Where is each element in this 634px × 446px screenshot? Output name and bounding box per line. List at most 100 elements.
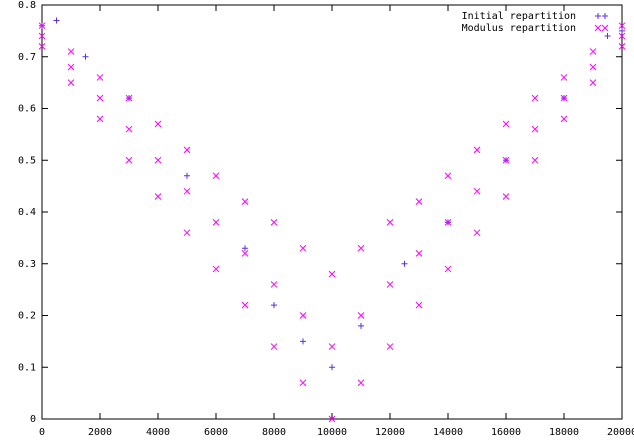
x-tick-label: 20000	[607, 427, 634, 438]
point	[183, 229, 191, 237]
point	[299, 312, 307, 319]
point	[618, 43, 626, 50]
point	[328, 415, 336, 423]
point	[53, 17, 60, 24]
point	[589, 63, 597, 71]
point	[415, 301, 423, 309]
x-tick-label: 4000	[146, 427, 170, 438]
point	[183, 146, 191, 154]
point	[270, 218, 278, 226]
point	[96, 94, 104, 102]
point	[154, 156, 162, 164]
point	[357, 312, 365, 319]
legend-marker	[594, 24, 602, 32]
point	[604, 33, 611, 40]
point	[82, 53, 89, 60]
y-tick-label: 0.4	[18, 207, 36, 218]
x-tick-label: 16000	[491, 427, 521, 438]
x-tick-label: 12000	[375, 427, 405, 438]
point	[241, 250, 249, 257]
point	[67, 63, 75, 71]
point	[415, 250, 423, 257]
x-tick-label: 0	[39, 427, 45, 438]
y-tick-label: 0	[30, 414, 36, 425]
point	[358, 322, 364, 329]
point	[96, 115, 104, 123]
point	[125, 94, 133, 102]
point	[329, 364, 335, 371]
point	[619, 27, 625, 34]
point	[241, 301, 249, 309]
legend-label: Initial repartition	[462, 11, 576, 22]
point	[357, 244, 365, 252]
x-tick-label: 18000	[549, 427, 579, 438]
point	[96, 74, 104, 81]
point	[270, 343, 278, 350]
point	[618, 32, 626, 40]
point	[589, 48, 597, 55]
point	[183, 187, 191, 195]
point	[444, 218, 452, 226]
y-tick-label: 0.8	[18, 0, 36, 11]
legend-marker	[595, 13, 601, 19]
point	[125, 156, 133, 164]
point	[473, 229, 481, 237]
point	[415, 198, 423, 206]
point	[299, 244, 307, 252]
y-tick-label: 0.7	[18, 52, 36, 63]
plot-frame	[41, 4, 623, 420]
point	[212, 172, 220, 180]
legend-marker	[602, 13, 608, 19]
legend-marker	[601, 24, 609, 32]
x-tick-label: 10000	[317, 427, 347, 438]
point	[589, 79, 597, 86]
y-tick-label: 0.1	[18, 362, 36, 373]
point	[67, 79, 75, 86]
point	[386, 343, 394, 350]
point	[300, 338, 306, 345]
point	[154, 120, 162, 128]
point	[212, 265, 220, 273]
point	[502, 120, 510, 128]
point	[473, 187, 481, 195]
x-tick-label: 6000	[204, 427, 228, 438]
x-tick-label: 2000	[88, 427, 112, 438]
point	[328, 270, 336, 278]
y-tick-label: 0.6	[18, 104, 36, 115]
x-tick-label: 8000	[262, 427, 286, 438]
point	[560, 115, 568, 123]
point	[270, 281, 278, 288]
point	[38, 32, 46, 40]
point	[386, 218, 394, 226]
point	[618, 22, 626, 30]
point	[242, 245, 248, 252]
y-tick-label: 0.3	[18, 259, 36, 270]
point	[444, 265, 452, 273]
point	[560, 94, 568, 102]
point	[125, 125, 133, 133]
point	[386, 281, 394, 288]
point	[502, 156, 510, 164]
point	[473, 146, 481, 154]
point	[401, 260, 408, 267]
point	[531, 156, 539, 164]
x-tick-label: 14000	[433, 427, 463, 438]
point	[38, 43, 46, 50]
point	[241, 198, 249, 206]
point	[299, 379, 307, 387]
point	[560, 74, 568, 81]
y-tick-label: 0.5	[18, 155, 36, 166]
point	[444, 172, 452, 180]
point	[271, 302, 277, 309]
y-tick-label: 0.2	[18, 311, 36, 322]
point	[531, 94, 539, 102]
point	[38, 22, 46, 30]
point	[357, 379, 365, 387]
point	[502, 193, 510, 200]
point	[328, 343, 336, 350]
point	[531, 125, 539, 133]
legend-label: Modulus repartition	[462, 23, 576, 34]
point	[184, 172, 190, 179]
point	[67, 48, 75, 55]
